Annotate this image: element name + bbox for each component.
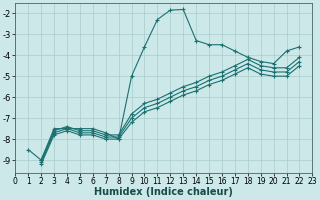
- X-axis label: Humidex (Indice chaleur): Humidex (Indice chaleur): [94, 187, 233, 197]
